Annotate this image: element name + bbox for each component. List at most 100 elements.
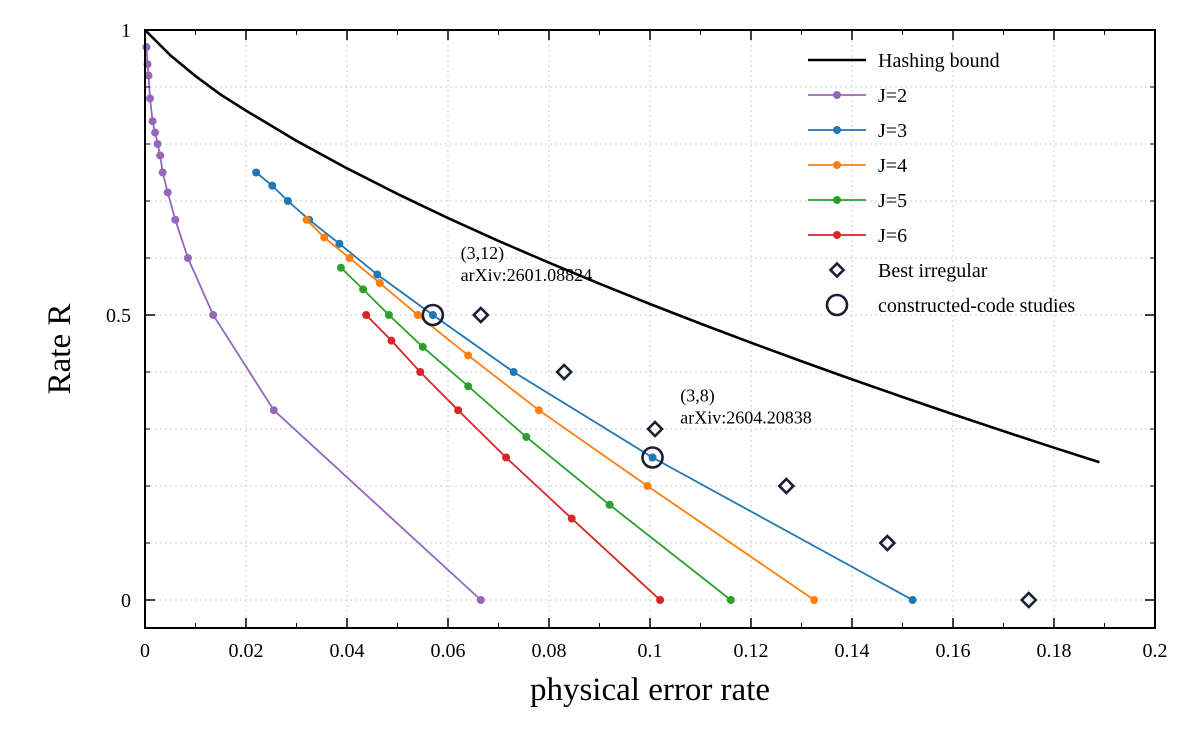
data-point-best-irregular — [646, 420, 664, 438]
x-tick-label: 0.12 — [734, 640, 769, 662]
legend-swatch-marker — [833, 196, 841, 204]
legend: Hashing bound J=2 J=3 J=4 J=5 J=6 Best irregul… — [808, 50, 1075, 317]
legend-label: Best irregular — [878, 260, 988, 282]
legend-swatch-marker — [833, 231, 841, 239]
data-point-best-irregular — [555, 363, 573, 381]
data-point-j-5 — [384, 311, 393, 319]
series-layer — [142, 29, 1100, 604]
data-point-j-6 — [416, 368, 425, 376]
legend-label: J=5 — [878, 190, 907, 212]
x-tick-label: 0.16 — [936, 640, 971, 662]
data-point-j-6 — [656, 596, 665, 604]
data-point-j-2 — [153, 140, 162, 148]
legend-swatch-marker — [833, 126, 841, 134]
annotations: (3,12) arXiv:2601.08824 (3,8) arXiv:2604.20… — [461, 243, 812, 428]
data-point-j-3 — [335, 239, 344, 248]
x-tick-label: 0.1 — [638, 640, 663, 662]
data-point-j-2 — [146, 94, 155, 103]
data-point-j-2 — [151, 128, 160, 137]
data-point-j-2 — [183, 254, 192, 262]
data-point-j-3 — [908, 596, 917, 604]
x-tick-label: 0 — [140, 640, 150, 662]
annotation: (3,12) arXiv:2601.08824 — [461, 243, 592, 285]
legend-label: J=3 — [878, 120, 907, 142]
x-tick-label: 0.2 — [1143, 640, 1168, 662]
x-tick-label: 0.08 — [532, 640, 567, 662]
data-point-j-2 — [148, 117, 157, 126]
data-point-j-3 — [252, 168, 261, 177]
data-point-best-irregular — [777, 477, 796, 495]
legend-swatch — [828, 261, 846, 279]
data-point-j-4 — [534, 406, 543, 415]
data-point-j-3 — [373, 270, 382, 279]
x-tick-label: 0.04 — [330, 640, 365, 662]
data-point-j-2 — [209, 311, 218, 319]
x-tick-label: 0.06 — [431, 640, 466, 662]
data-point-j-6 — [502, 453, 511, 462]
legend-label: J=2 — [878, 85, 907, 107]
data-point-j-2 — [156, 151, 165, 160]
x-axis-label: physical error rate — [530, 672, 770, 708]
legend-item-j-4: J=4 — [808, 155, 907, 177]
data-point-j-4 — [320, 233, 329, 242]
legend-item-j-5: J=5 — [808, 190, 907, 212]
data-point-j-5 — [336, 263, 345, 272]
data-point-j-3 — [268, 181, 277, 190]
annotation-line: (3,12) — [461, 243, 505, 264]
data-point-j-6 — [567, 514, 576, 523]
data-point-j-4 — [345, 254, 354, 262]
marker-layer — [421, 303, 1038, 609]
series-line-j-3 — [255, 171, 914, 601]
series-line-j-6 — [365, 314, 661, 601]
legend-item-j-2: J=2 — [808, 85, 907, 107]
legend-item-hashing-bound: Hashing bound — [808, 50, 1000, 72]
data-point-j-4 — [375, 279, 384, 288]
data-point-j-6 — [362, 311, 371, 319]
legend-swatch-marker — [833, 91, 841, 99]
grid — [145, 29, 1155, 628]
annotation-line: arXiv:2604.20838 — [680, 407, 811, 427]
data-point-j-2 — [144, 71, 153, 80]
data-point-j-5 — [522, 432, 531, 441]
data-point-j-6 — [387, 336, 396, 345]
x-tick-label: 0.02 — [229, 640, 264, 662]
plot-frame — [144, 29, 1156, 629]
data-point-constructed-code-studies — [641, 446, 664, 469]
legend-label: J=6 — [878, 225, 907, 247]
series-line-j-5 — [340, 267, 732, 601]
series-line-hashing-bound — [144, 29, 1100, 464]
data-point-j-5 — [464, 382, 473, 391]
annotation-line: arXiv:2601.08824 — [461, 265, 592, 285]
data-point-j-2 — [269, 406, 278, 415]
legend-item-constructed-code-studies: constructed-code studies — [825, 293, 1075, 317]
data-point-j-2 — [158, 168, 167, 177]
data-point-j-2 — [171, 215, 180, 224]
legend-label: J=4 — [878, 155, 907, 177]
x-tick-label: 0.18 — [1037, 640, 1072, 662]
data-point-j-5 — [605, 500, 614, 509]
data-point-j-4 — [302, 215, 311, 224]
data-point-j-4 — [810, 596, 819, 604]
data-point-j-3 — [509, 368, 518, 376]
legend-swatch — [825, 293, 849, 317]
data-point-j-6 — [454, 406, 463, 415]
data-point-j-4 — [464, 351, 473, 360]
data-point-j-3 — [283, 197, 292, 205]
legend-item-best-irregular: Best irregular — [828, 260, 988, 282]
data-point-j-2 — [142, 43, 151, 52]
y-axis-label: Rate R — [42, 304, 78, 395]
data-point-j-5 — [726, 596, 735, 604]
data-point-best-irregular — [1019, 591, 1038, 609]
data-point-best-irregular — [878, 534, 897, 552]
legend-label: Hashing bound — [878, 50, 1000, 72]
data-point-j-4 — [413, 311, 422, 319]
data-point-best-irregular — [471, 306, 490, 324]
legend-item-j-3: J=3 — [808, 120, 907, 142]
data-point-j-3 — [648, 453, 657, 462]
data-point-j-4 — [643, 482, 652, 490]
data-point-j-5 — [359, 285, 368, 294]
legend-swatch-marker — [833, 161, 841, 169]
annotation-line: (3,8) — [680, 385, 715, 406]
data-point-j-5 — [418, 342, 427, 351]
